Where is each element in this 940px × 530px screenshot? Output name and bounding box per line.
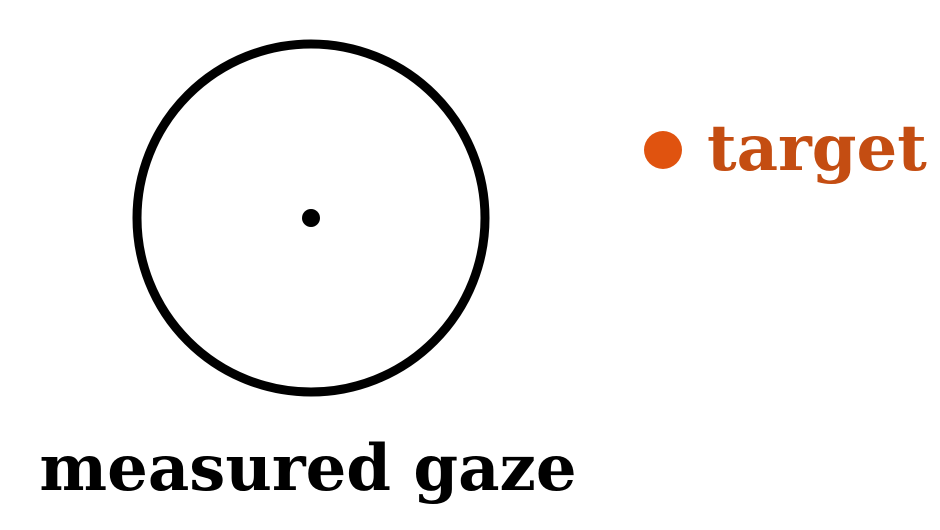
target-label: target <box>707 111 927 186</box>
gaze-uncertainty-circle <box>132 39 490 397</box>
measured-gaze-point <box>302 209 320 227</box>
measured-gaze-label: measured gaze <box>39 431 576 506</box>
target-point <box>644 131 682 169</box>
